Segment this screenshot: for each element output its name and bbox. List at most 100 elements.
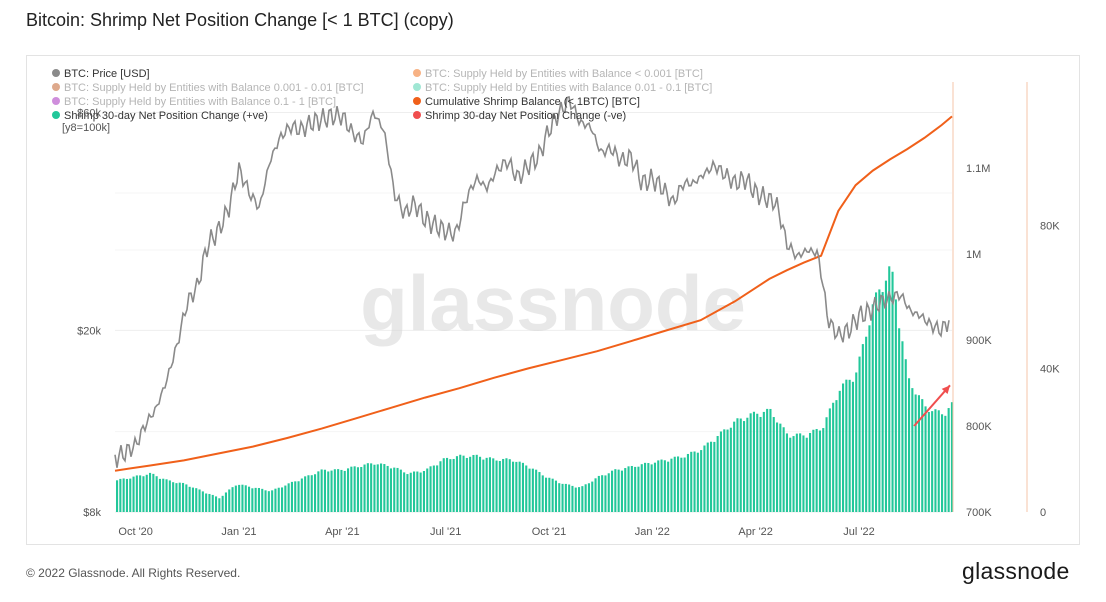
net-position-bar[interactable] (116, 480, 119, 512)
net-position-bar[interactable] (587, 483, 590, 512)
net-position-bar[interactable] (736, 418, 739, 512)
net-position-bar[interactable] (858, 356, 861, 512)
legend-item[interactable]: BTC: Supply Held by Entities with Balanc… (52, 96, 336, 108)
net-position-bar[interactable] (578, 487, 581, 512)
net-position-bar[interactable] (281, 487, 284, 512)
net-position-bar[interactable] (238, 484, 241, 512)
net-position-bar[interactable] (815, 428, 818, 512)
net-position-bar[interactable] (637, 466, 640, 512)
net-position-bar[interactable] (531, 468, 534, 512)
net-position-bar[interactable] (158, 478, 161, 512)
net-position-bar[interactable] (502, 458, 505, 512)
net-position-bar[interactable] (640, 464, 643, 512)
net-position-bar[interactable] (528, 468, 531, 512)
net-position-bar[interactable] (122, 478, 125, 512)
net-position-bar[interactable] (274, 488, 277, 512)
net-position-bar[interactable] (670, 458, 673, 512)
net-position-bar[interactable] (119, 478, 122, 512)
net-position-bar[interactable] (162, 478, 165, 512)
net-position-bar[interactable] (842, 383, 845, 512)
net-position-bar[interactable] (934, 409, 937, 512)
net-position-bar[interactable] (706, 442, 709, 512)
net-position-bar[interactable] (399, 469, 402, 512)
net-position-bar[interactable] (215, 496, 218, 512)
net-position-bar[interactable] (947, 408, 950, 512)
net-position-bar[interactable] (251, 488, 254, 512)
net-position-bar[interactable] (416, 471, 419, 512)
net-position-bar[interactable] (452, 458, 455, 512)
net-position-bar[interactable] (686, 453, 689, 512)
net-position-bar[interactable] (383, 464, 386, 512)
net-position-bar[interactable] (663, 460, 666, 512)
net-position-bar[interactable] (231, 487, 234, 512)
net-position-bar[interactable] (931, 411, 934, 512)
net-position-bar[interactable] (693, 451, 696, 512)
net-position-bar[interactable] (188, 486, 191, 512)
net-position-bar[interactable] (406, 474, 409, 512)
net-position-bar[interactable] (284, 485, 287, 512)
net-position-bar[interactable] (937, 410, 940, 512)
net-position-bar[interactable] (389, 468, 392, 512)
net-position-bar[interactable] (304, 476, 307, 512)
net-position-bar[interactable] (307, 475, 310, 512)
net-position-bar[interactable] (386, 465, 389, 512)
legend-item[interactable]: Cumulative Shrimp Balance (< 1BTC) [BTC] (413, 96, 640, 108)
net-position-bar[interactable] (782, 427, 785, 512)
legend-item[interactable]: Shrimp 30-day Net Position Change (-ve) (413, 110, 626, 122)
net-position-bar[interactable] (647, 463, 650, 512)
net-position-bar[interactable] (340, 469, 343, 512)
net-position-bar[interactable] (851, 381, 854, 512)
net-position-bar[interactable] (317, 471, 320, 512)
net-position-bar[interactable] (571, 485, 574, 512)
net-position-bar[interactable] (607, 473, 610, 512)
net-position-bar[interactable] (729, 427, 732, 512)
net-position-bar[interactable] (333, 469, 336, 512)
legend-item[interactable]: BTC: Supply Held by Entities with Balanc… (413, 82, 712, 94)
net-position-bar[interactable] (267, 491, 270, 512)
net-position-bar[interactable] (908, 378, 911, 512)
net-position-bar[interactable] (185, 484, 188, 512)
net-position-bar[interactable] (838, 390, 841, 512)
net-position-bar[interactable] (551, 478, 554, 512)
net-position-bar[interactable] (594, 478, 597, 512)
net-position-bar[interactable] (564, 483, 567, 512)
net-position-bar[interactable] (442, 458, 445, 512)
net-position-bar[interactable] (746, 417, 749, 512)
net-position-bar[interactable] (868, 325, 871, 512)
net-position-bar[interactable] (917, 395, 920, 512)
net-position-bar[interactable] (422, 471, 425, 512)
net-position-bar[interactable] (515, 461, 518, 512)
net-position-bar[interactable] (766, 408, 769, 512)
net-position-bar[interactable] (165, 479, 168, 512)
net-position-bar[interactable] (271, 490, 274, 512)
net-position-bar[interactable] (597, 475, 600, 512)
net-position-bar[interactable] (314, 474, 317, 512)
net-position-bar[interactable] (294, 481, 297, 512)
net-position-bar[interactable] (950, 402, 953, 512)
net-position-bar[interactable] (178, 482, 181, 512)
net-position-bar[interactable] (561, 483, 564, 512)
net-position-bar[interactable] (426, 468, 429, 512)
net-position-bar[interactable] (865, 336, 868, 512)
net-position-bar[interactable] (261, 488, 264, 512)
net-position-bar[interactable] (660, 459, 663, 512)
net-position-bar[interactable] (884, 280, 887, 512)
legend-item[interactable]: BTC: Supply Held by Entities with Balanc… (52, 82, 364, 94)
net-position-bar[interactable] (558, 483, 561, 512)
net-position-bar[interactable] (881, 292, 884, 512)
net-position-bar[interactable] (228, 489, 231, 512)
net-position-bar[interactable] (472, 454, 475, 512)
net-position-bar[interactable] (182, 482, 185, 512)
net-position-bar[interactable] (277, 487, 280, 512)
net-position-bar[interactable] (644, 462, 647, 512)
net-position-bar[interactable] (145, 474, 148, 512)
net-position-bar[interactable] (785, 433, 788, 512)
net-position-bar[interactable] (264, 490, 267, 512)
net-position-bar[interactable] (429, 466, 432, 512)
net-position-bar[interactable] (327, 471, 330, 512)
net-position-bar[interactable] (653, 462, 656, 512)
net-position-bar[interactable] (541, 475, 544, 512)
glassnode-logo[interactable]: glassnode (962, 558, 1070, 584)
net-position-bar[interactable] (878, 289, 881, 512)
